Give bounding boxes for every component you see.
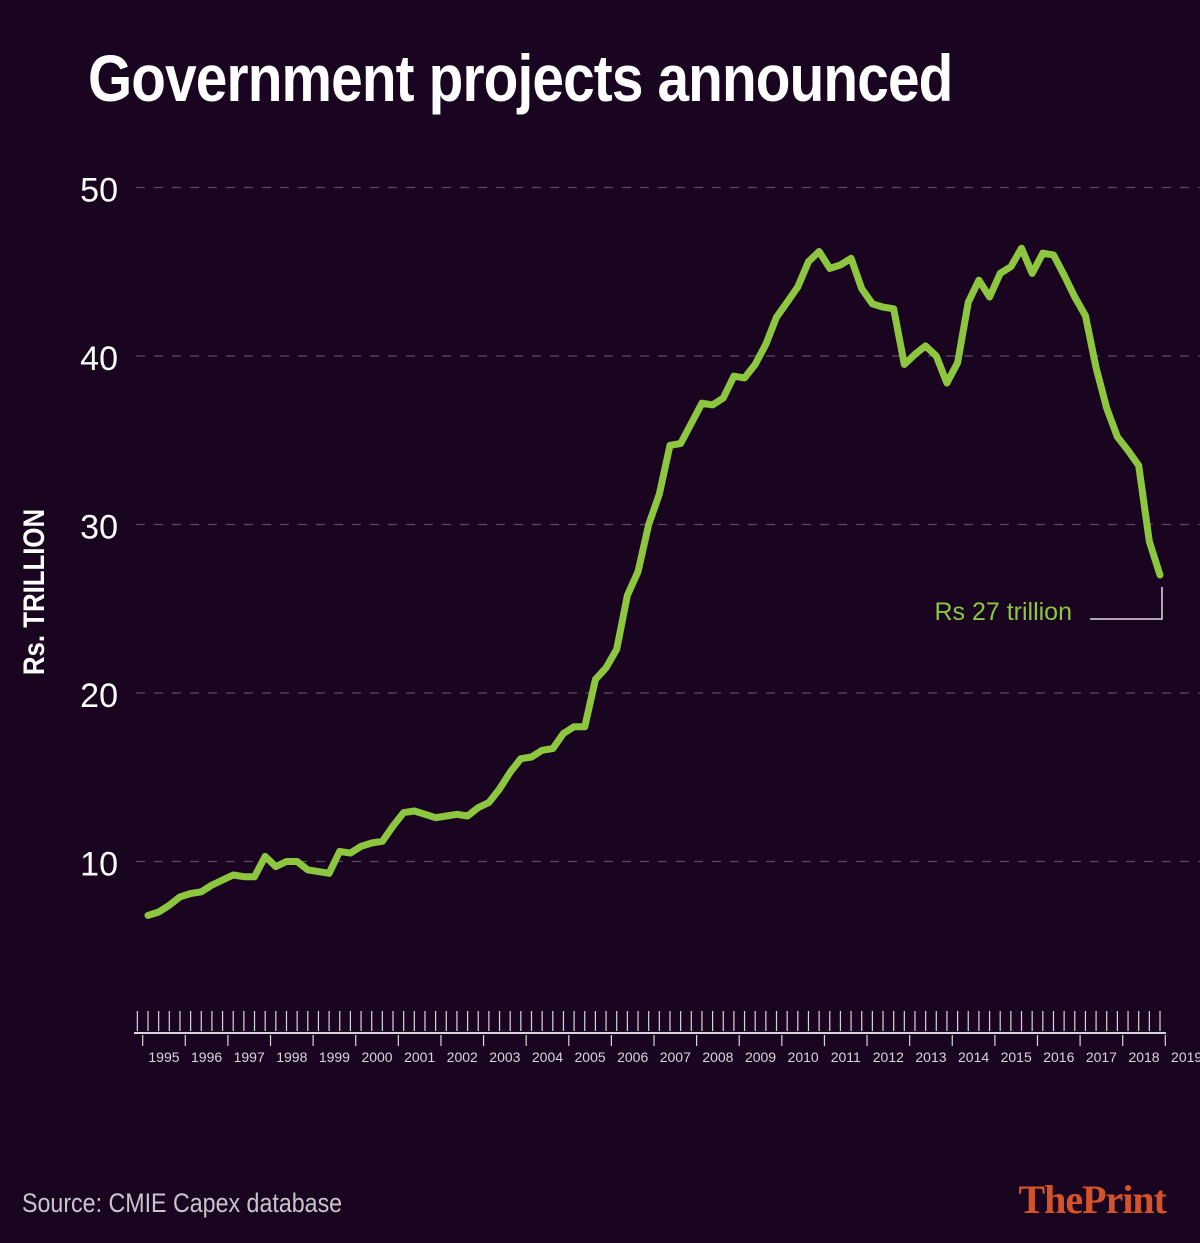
x-tick-label: 2001 [404, 1049, 435, 1065]
source-note: Source: CMIE Capex database [22, 1188, 343, 1218]
y-tick-labels: 10 20 30 40 50 [80, 172, 118, 884]
x-tick-label: 2002 [447, 1049, 478, 1065]
x-tick-label: 1999 [319, 1049, 350, 1065]
grid-layer [136, 186, 1200, 863]
x-tick-label: 1995 [148, 1049, 179, 1065]
y-axis-label: Rs. TRILLION [17, 509, 50, 675]
brand-the: The [1018, 1177, 1083, 1222]
x-tick-label: 2007 [660, 1049, 691, 1065]
y-tick-label: 10 [80, 846, 118, 884]
x-tick-label: 2000 [361, 1049, 392, 1065]
x-tick-label: 2015 [1001, 1049, 1032, 1065]
x-tick-label: 1996 [191, 1049, 222, 1065]
series-line [144, 244, 1164, 919]
brand-logo: ThePrint [1018, 1176, 1167, 1223]
x-tick-label: 2011 [831, 1049, 861, 1065]
x-tick-label: 2004 [532, 1049, 563, 1065]
annotation-leader [1090, 587, 1163, 620]
x-tick-label: 1998 [276, 1049, 307, 1065]
x-tick-label: 2005 [575, 1049, 606, 1065]
x-tick-label: 2017 [1086, 1049, 1117, 1065]
x-tick-label: 2009 [745, 1049, 776, 1065]
x-tick-label: 2014 [958, 1049, 989, 1065]
x-axis: 1995 1996 1997 1998 1999 2000 2001 2002 2003 2004… [134, 1011, 1200, 1065]
x-tick-label: 2003 [489, 1049, 520, 1065]
brand-print: Print [1082, 1177, 1167, 1222]
x-tick-label: 2013 [915, 1049, 946, 1065]
x-tick-label: 2006 [617, 1049, 648, 1065]
x-tick-label: 2010 [788, 1049, 819, 1065]
annotation: Rs 27 trillion [934, 587, 1163, 626]
y-tick-label: 40 [80, 340, 118, 378]
x-tick-label: 1997 [234, 1049, 265, 1065]
x-tick-label: 2018 [1128, 1049, 1159, 1065]
y-tick-label: 50 [80, 172, 118, 210]
x-tick-label: 2012 [873, 1049, 904, 1065]
x-tick-label: 2019 [1171, 1049, 1200, 1065]
chart-title: Government projects announced [88, 41, 953, 115]
x-tick-label: 2016 [1043, 1049, 1074, 1065]
x-tick-label: 2008 [702, 1049, 733, 1065]
y-tick-label: 30 [80, 509, 118, 547]
annotation-label: Rs 27 trillion [934, 598, 1072, 626]
y-tick-label: 20 [80, 677, 118, 715]
